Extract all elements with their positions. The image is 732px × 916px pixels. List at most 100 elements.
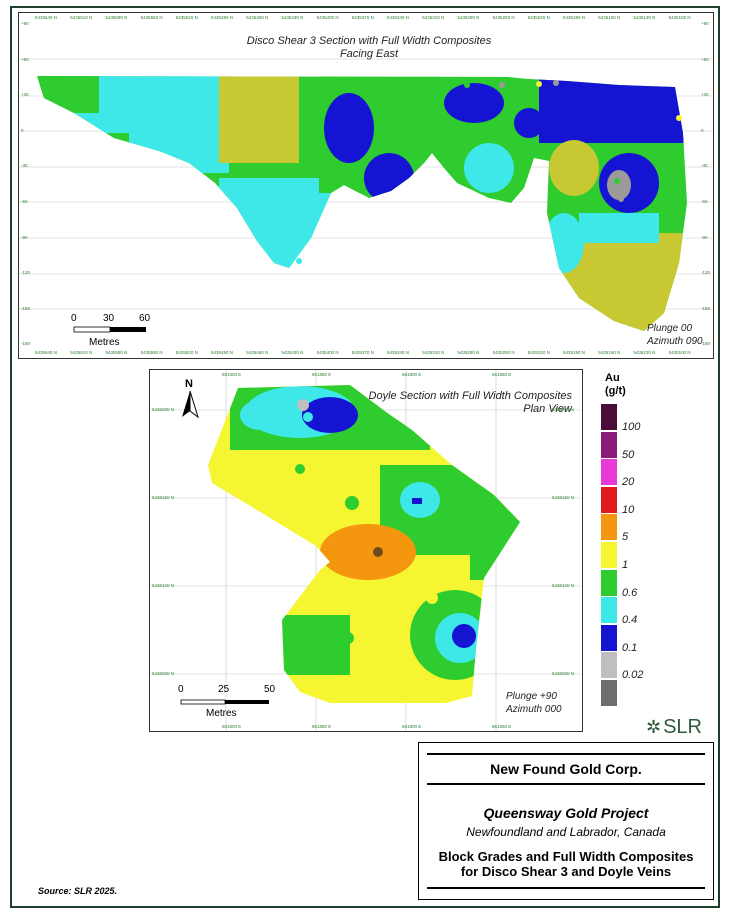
disco-northing-label: 5435220 N xyxy=(527,350,550,355)
disco-northing-label: 5435640 N xyxy=(35,350,58,355)
disco-title-line1: Disco Shear 3 Section with Full Width Co… xyxy=(246,35,492,47)
disco-northing-label: 5435520 N xyxy=(175,15,198,20)
disco-composites xyxy=(296,80,682,264)
legend-title: Au (g/t) xyxy=(605,372,626,398)
disco-northing-label: 5435340 N xyxy=(387,15,410,20)
legend-swatch xyxy=(601,680,617,706)
title-block-rule xyxy=(427,887,705,889)
disco-northing-label: 5435430 N xyxy=(281,350,304,355)
disco-block-model xyxy=(37,76,687,331)
disco-northing-label: 5435100 N xyxy=(668,350,691,355)
disco-elevation-label: +30 xyxy=(21,92,29,98)
slr-logo-text: SLR xyxy=(663,716,702,738)
legend-swatch xyxy=(601,486,617,513)
legend-label: 50 xyxy=(622,448,635,461)
doyle-scale-50: 50 xyxy=(264,684,276,695)
disco-elevation-label: -120 xyxy=(701,270,711,276)
project-name: Queensway Gold Project xyxy=(483,805,649,821)
disco-northing-label: 5435490 N xyxy=(211,350,234,355)
doyle-northing-label: 5436100 N xyxy=(152,583,175,588)
doyle-easting-label: 661800 E xyxy=(222,724,242,729)
disco-northing-label: 5435550 N xyxy=(140,350,163,355)
disco-elevation-label: 0 xyxy=(701,127,704,133)
title-block-rule xyxy=(427,783,705,785)
doyle-easting-label: 661850 E xyxy=(312,372,332,377)
doyle-northing-label: 5436200 N xyxy=(152,407,175,412)
disco-elevation-label: -150 xyxy=(701,305,711,311)
disco-title: Disco Shear 3 Section with Full Width Co… xyxy=(189,35,549,61)
disco-northing-label: 5435430 N xyxy=(281,15,304,20)
north-arrow-icon xyxy=(182,391,199,419)
legend-label: 5 xyxy=(622,531,629,544)
disco-northing-label: 5435580 N xyxy=(105,15,128,20)
disco-northing-label: 5435520 N xyxy=(175,350,198,355)
figure-caption: Block Grades and Full Width Composites f… xyxy=(419,849,713,879)
legend-swatch xyxy=(601,431,617,458)
disco-elevation-label: -60 xyxy=(21,199,28,204)
disco-northing-label: 5435580 N xyxy=(105,350,128,355)
disco-northing-label: 5435400 N xyxy=(316,15,339,20)
doyle-scale-0: 0 xyxy=(178,684,184,695)
legend-label: 100 xyxy=(622,421,641,433)
disco-orientation: Plunge 00 Azimuth 090 xyxy=(647,322,703,348)
doyle-northing-label: 5436200 N xyxy=(552,407,575,412)
disco-elevation-label: -60 xyxy=(701,199,708,204)
disco-northing-label: 5435370 N xyxy=(351,15,374,20)
disco-elevation-label: +30 xyxy=(701,92,709,98)
disco-northing-label: 5435280 N xyxy=(457,15,480,20)
doyle-scale: 0 25 50 Metres xyxy=(178,684,278,724)
doyle-plan-panel: Doyle Section with Full Width Composites… xyxy=(149,369,583,732)
disco-northing-label: 5435310 N xyxy=(422,350,445,355)
legend-swatch xyxy=(601,652,617,679)
disco-section-panel: Disco Shear 3 Section with Full Width Co… xyxy=(18,12,714,359)
doyle-northing-label: 5436050 N xyxy=(552,671,575,676)
legend-swatch xyxy=(601,404,617,430)
legend-swatch xyxy=(601,514,617,541)
figure-caption-line1: Block Grades and Full Width Composites xyxy=(438,849,694,864)
disco-scale-unit: Metres xyxy=(89,337,120,348)
disco-elevation-label: +60 xyxy=(701,56,709,62)
legend-swatch xyxy=(601,459,617,486)
disco-northing-label: 5435340 N xyxy=(387,350,410,355)
doyle-scale-25: 25 xyxy=(218,684,230,695)
company-name: New Found Gold Corp. xyxy=(490,761,642,777)
disco-northing-label: 5435460 N xyxy=(246,15,269,20)
legend-swatch xyxy=(601,569,617,596)
disco-elevation-label: -30 xyxy=(701,163,708,169)
legend-label: 20 xyxy=(622,476,635,489)
doyle-azimuth: Azimuth 000 xyxy=(506,704,562,715)
legend-label: 0.6 xyxy=(622,586,638,599)
doyle-easting-label: 661950 E xyxy=(492,724,512,729)
disco-scale-0: 0 xyxy=(71,313,77,324)
disco-elevation-label: -180 xyxy=(21,341,31,347)
doyle-easting-label: 661950 E xyxy=(492,372,512,377)
disco-section-map xyxy=(19,58,713,333)
north-arrow: N xyxy=(180,378,204,422)
disco-elevation-label: +90 xyxy=(701,21,709,26)
legend-label: 1 xyxy=(622,559,629,571)
doyle-orientation: Plunge +90 Azimuth 000 xyxy=(506,690,562,716)
disco-northing-label: 5435160 N xyxy=(598,15,621,20)
legend-label: 0.4 xyxy=(622,614,638,627)
figure-frame xyxy=(10,6,720,908)
disco-northing-label: 5435280 N xyxy=(457,350,480,355)
disco-title-line2: Facing East xyxy=(339,48,399,60)
disco-elevation-label: 0 xyxy=(21,127,24,133)
disco-scale-60: 60 xyxy=(139,313,151,324)
title-block-rule xyxy=(427,753,705,755)
disco-plunge: Plunge 00 xyxy=(647,323,693,334)
grade-legend: Au (g/t) 100 50 20 10 5 1 0.6 0.4 0.1 0.02 xyxy=(601,372,661,706)
doyle-block-model xyxy=(208,385,520,703)
doyle-plunge: Plunge +90 xyxy=(506,691,557,702)
legend-label: 0.02 xyxy=(622,669,644,682)
project-region: Newfoundland and Labrador, Canada xyxy=(466,825,666,839)
disco-elevation-label: -90 xyxy=(701,234,708,240)
disco-northing-label: 5435370 N xyxy=(351,350,374,355)
doyle-title-line2: Plan View xyxy=(523,403,572,415)
doyle-title-line1: Doyle Section with Full Width Composites xyxy=(368,390,572,402)
disco-northing-label: 5435640 N xyxy=(35,15,58,20)
disco-northing-label: 5435250 N xyxy=(492,15,515,20)
legend-label: 0.1 xyxy=(622,641,638,654)
figure-caption-line2: for Disco Shear 3 and Doyle Veins xyxy=(460,864,672,879)
disco-scale-30: 30 xyxy=(103,313,115,324)
